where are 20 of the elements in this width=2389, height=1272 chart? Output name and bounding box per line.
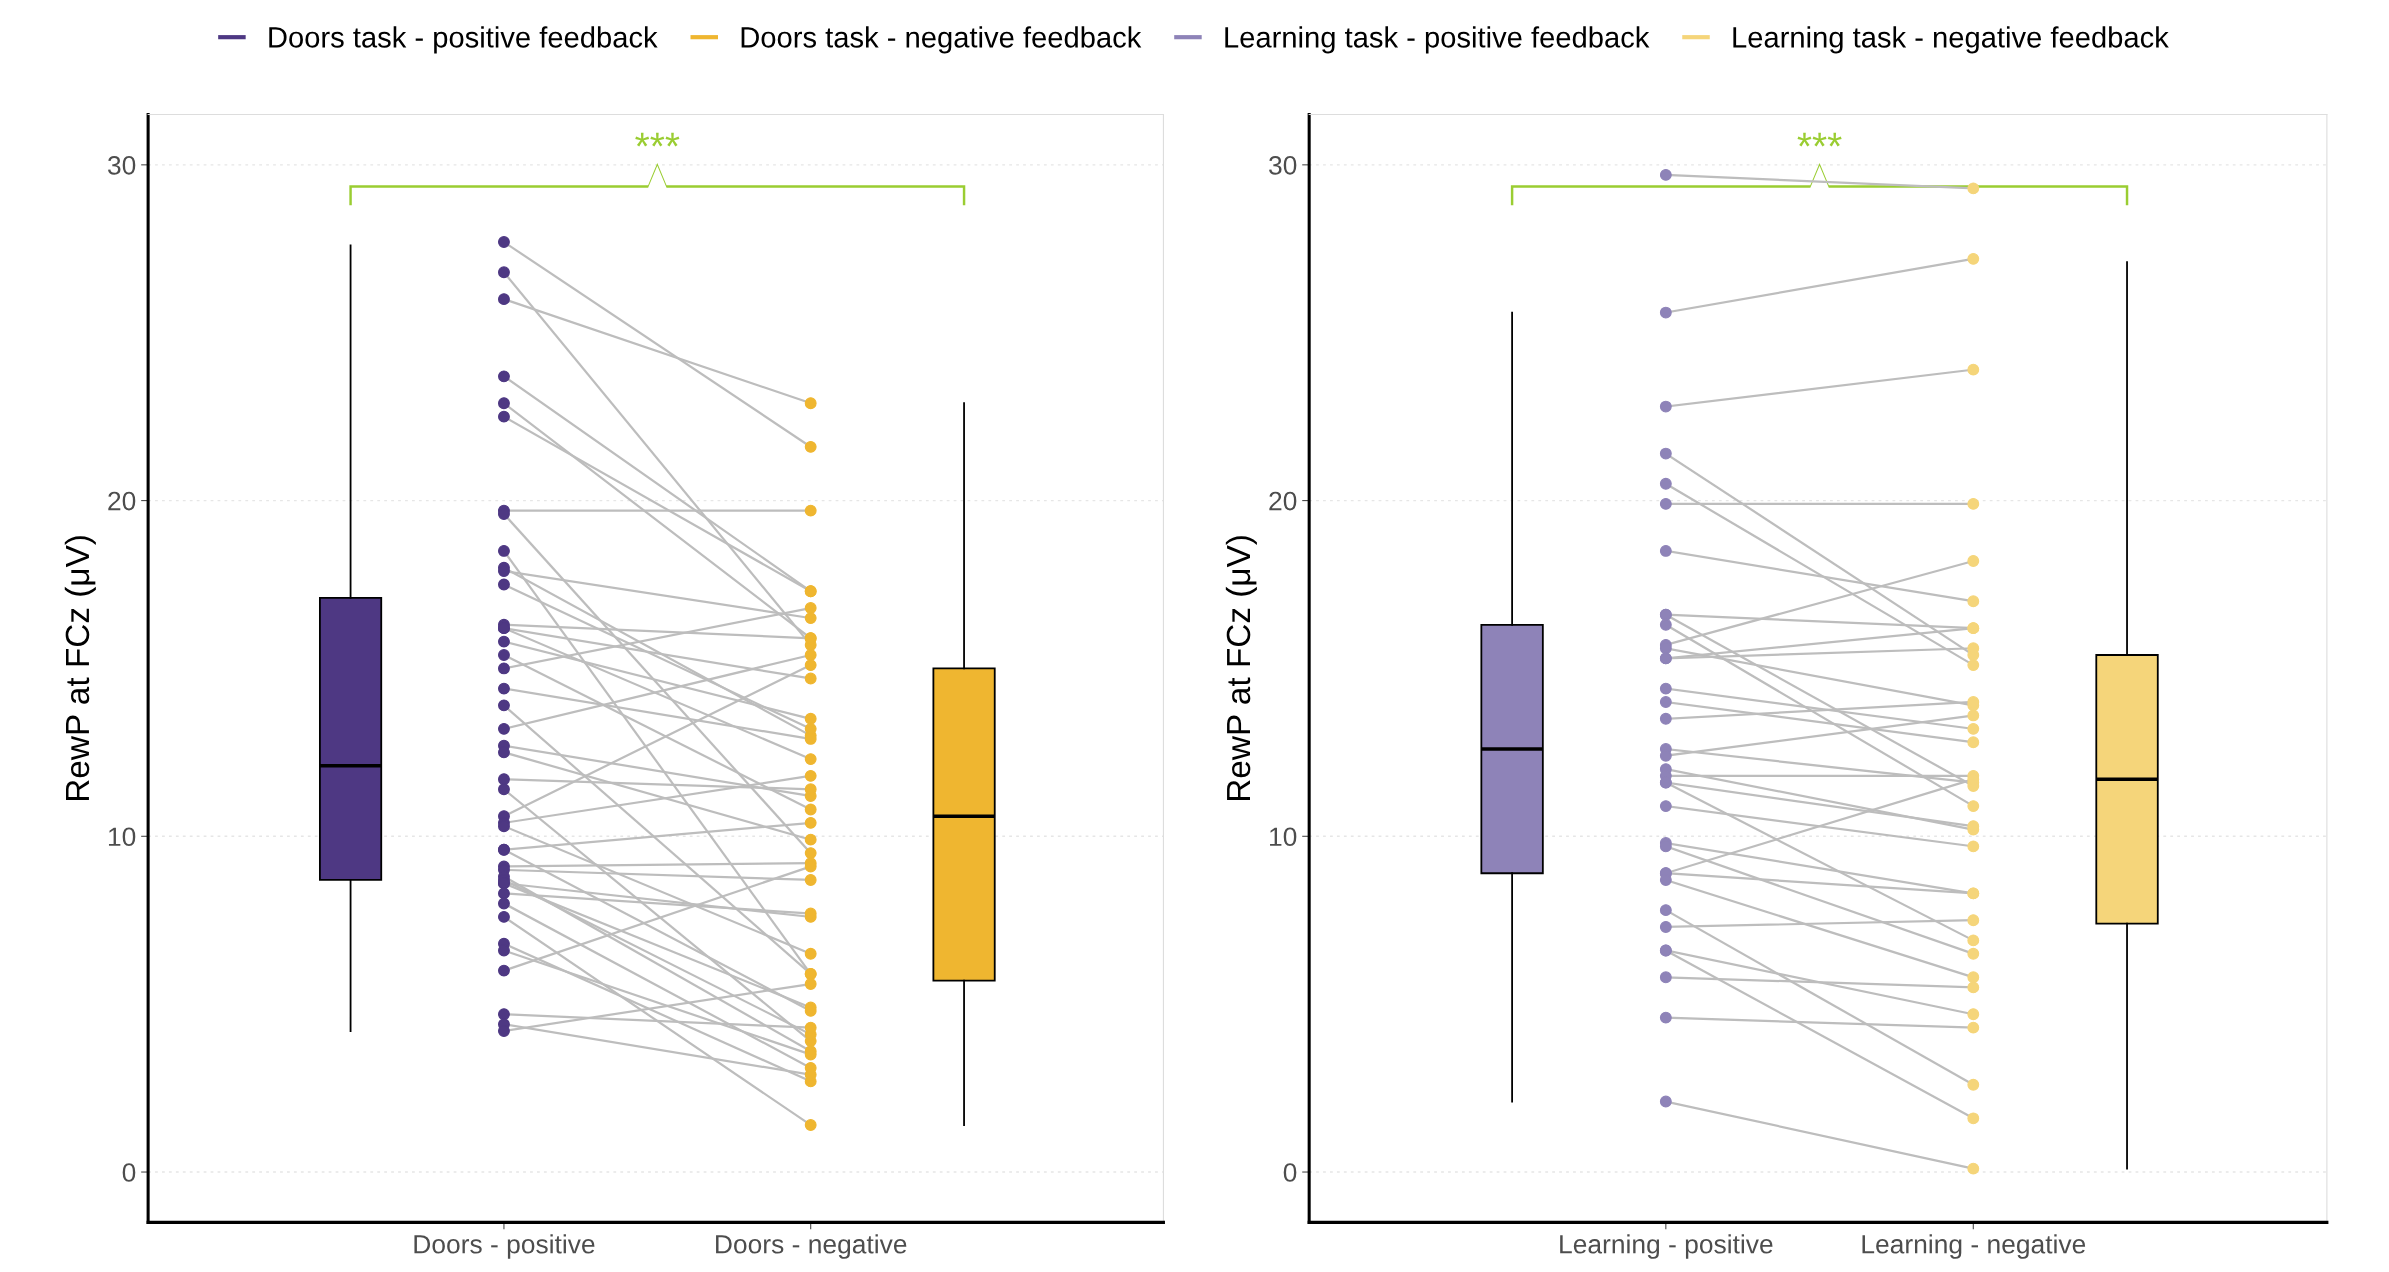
y-tick-label: 0 (122, 1163, 136, 1182)
legend-label: Learning task - positive feedback (1225, 26, 1650, 54)
x-tick-label: Doors - positive (414, 1234, 595, 1259)
annotation: *** (1797, 132, 1842, 147)
y-tick-label: 30 (107, 155, 136, 175)
y-axis-title: RewP at FCz (μV) (64, 536, 96, 801)
legend-label: Doors task - positive feedback (269, 26, 658, 54)
x-tick-label: Learning - negative (1862, 1234, 2086, 1259)
legend-label: Doors task - negative feedback (741, 26, 1142, 54)
y-tick-label: 10 (108, 827, 136, 847)
y-tick-label: 10 (1270, 827, 1297, 847)
y-tick-label: 20 (108, 491, 136, 511)
legend-label: Learning task - negative feedback (1733, 26, 2169, 54)
y-tick-label: 20 (1269, 491, 1297, 511)
x-tick-label: Doors - negative (716, 1234, 907, 1259)
y-axis-title: RewP at FCz (μV) (1225, 536, 1257, 801)
y-tick-label: 0 (1283, 1163, 1297, 1182)
x-tick-label: Learning - positive (1560, 1234, 1773, 1259)
y-tick-label: 30 (1269, 155, 1297, 175)
annotation: *** (635, 132, 680, 147)
